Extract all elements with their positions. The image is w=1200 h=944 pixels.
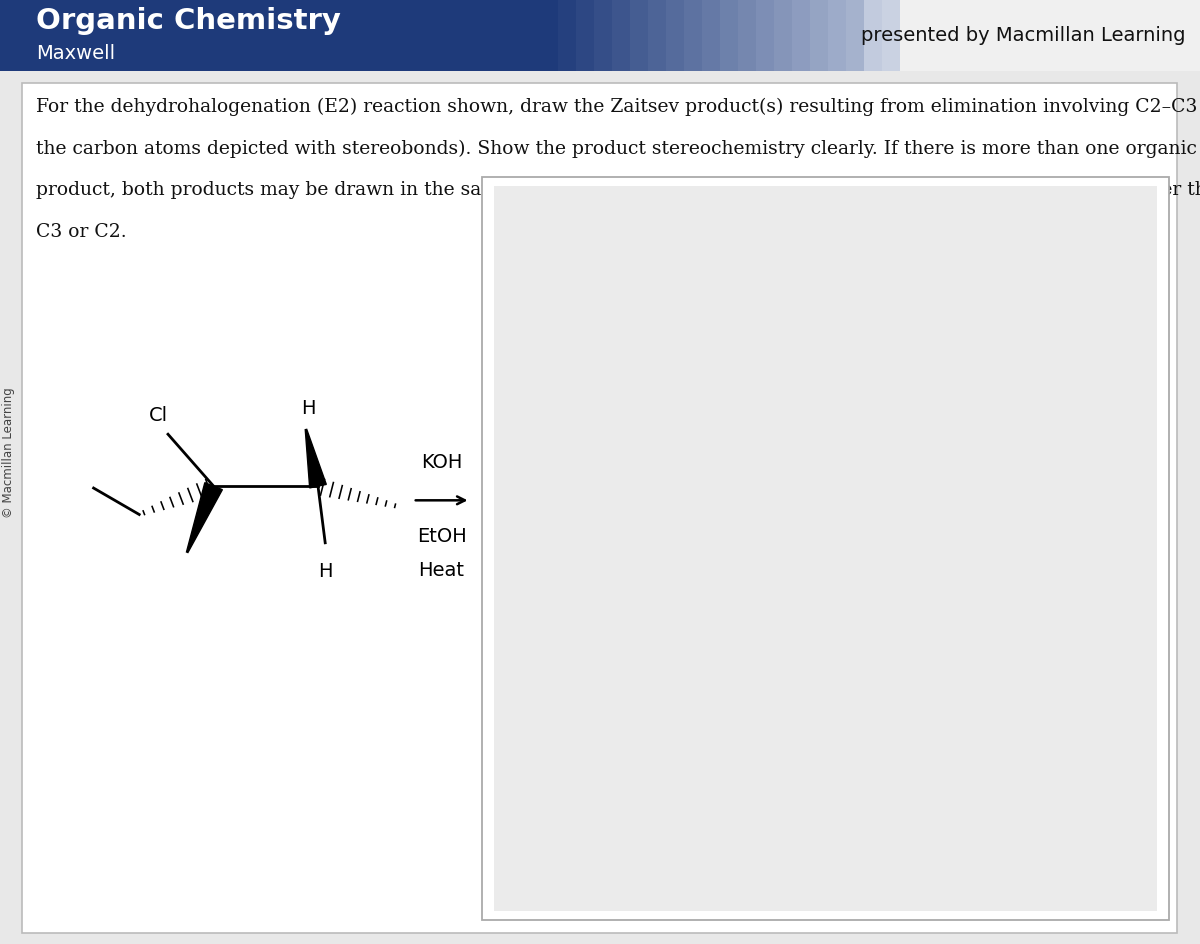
Text: For the dehydrohalogenation (E2) reaction shown, draw the Zaitsev product(s) res: For the dehydrohalogenation (E2) reactio…: [36, 98, 1200, 116]
Bar: [0, 0, 864, 71]
Text: © Macmillan Learning: © Macmillan Learning: [2, 388, 14, 518]
Text: Cl: Cl: [149, 406, 168, 425]
Text: Organic Chemistry: Organic Chemistry: [36, 7, 341, 35]
Bar: [702, 0, 720, 71]
Text: KOH: KOH: [421, 453, 462, 472]
Text: Heat: Heat: [419, 561, 464, 580]
Bar: [684, 0, 702, 71]
Bar: [540, 0, 558, 71]
Bar: [900, 0, 1200, 71]
Bar: [864, 0, 882, 71]
Bar: [810, 0, 828, 71]
Bar: [756, 0, 774, 71]
Bar: [576, 0, 594, 71]
Bar: [828, 0, 846, 71]
Bar: [612, 0, 630, 71]
Polygon shape: [305, 430, 326, 488]
Bar: [720, 0, 738, 71]
Text: product, both products may be drawn in the same box. Ignore elimination involvin: product, both products may be drawn in t…: [36, 181, 1200, 199]
Bar: [666, 0, 684, 71]
Bar: [630, 0, 648, 71]
Text: Maxwell: Maxwell: [36, 43, 115, 63]
Bar: [882, 0, 900, 71]
Text: EtOH: EtOH: [416, 527, 467, 546]
Bar: [648, 0, 666, 71]
Bar: [594, 0, 612, 71]
Text: the carbon atoms depicted with stereobonds). Show the product stereochemistry cl: the carbon atoms depicted with stereobon…: [36, 140, 1196, 158]
Bar: [494, 186, 1157, 911]
Text: C3 or C2.: C3 or C2.: [36, 223, 127, 241]
Bar: [792, 0, 810, 71]
Text: presented by Macmillan Learning: presented by Macmillan Learning: [862, 25, 1186, 45]
Bar: [846, 0, 864, 71]
Bar: [774, 0, 792, 71]
Bar: [558, 0, 576, 71]
Text: H: H: [301, 399, 316, 418]
Polygon shape: [186, 482, 222, 552]
Text: H: H: [318, 562, 332, 581]
Bar: [482, 177, 1169, 920]
Bar: [738, 0, 756, 71]
